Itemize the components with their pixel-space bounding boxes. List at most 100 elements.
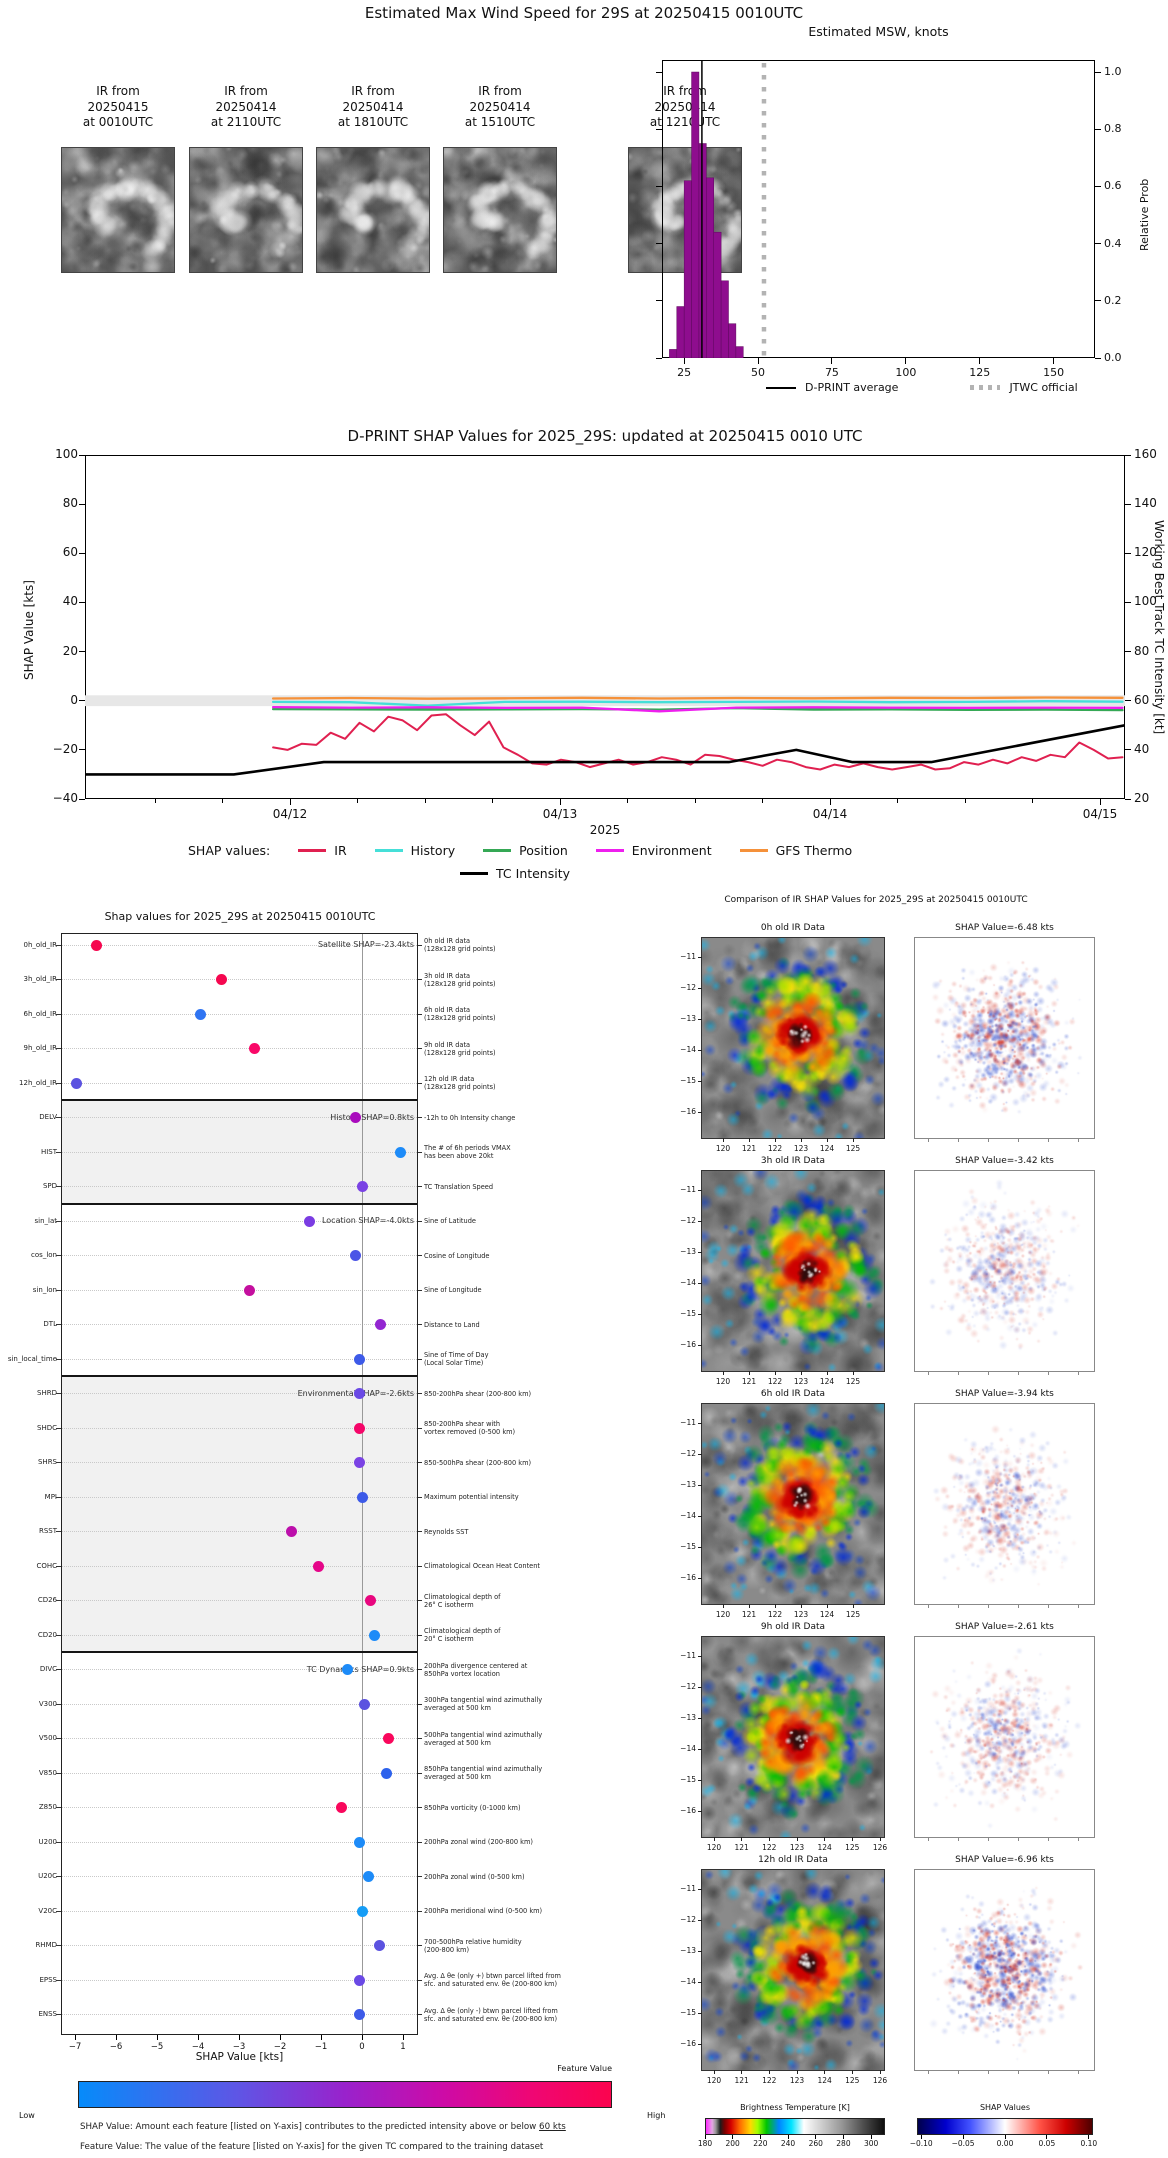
ir-map-lat-tick-label: −13 — [680, 1480, 696, 1489]
ir-map-lon-tick-mark — [852, 1604, 854, 1608]
timeseries-ytick-left-mark — [79, 454, 85, 456]
shap-map-tick-mark — [928, 1138, 929, 1142]
dotplot-xtick-label: 0 — [359, 2042, 365, 2052]
timeseries-ytick-left-label: 0 — [70, 692, 78, 707]
shap-map-tick-mark — [988, 1371, 989, 1375]
timeseries-ytick-left-label: 80 — [62, 496, 78, 511]
comparison-shap-title: SHAP Value=-3.94 kts — [955, 1389, 1054, 1399]
timeseries-xtick-minor — [1032, 799, 1033, 803]
dotplot-annotation: 0h old IR data (128x128 grid points) — [424, 936, 496, 953]
histogram-ytick-mark — [1095, 128, 1101, 130]
dotplot-ytick-mark — [56, 1393, 61, 1394]
shap-map-tick-mark — [1078, 1138, 1079, 1142]
dotplot-xtick-label: −1 — [314, 2042, 328, 2052]
ir-map-lon-tick-mark — [768, 1837, 770, 1841]
ir-map-lon-tick-mark — [851, 1837, 853, 1841]
ir-map-lon-tick-label: 125 — [845, 1377, 861, 1386]
brightness-colorbar-tick-label: 260 — [808, 2139, 823, 2148]
dotplot-annotation: 500hPa tangential wind azimuthally avera… — [424, 1730, 543, 1747]
dotplot-xtick-mark — [74, 2035, 76, 2040]
histogram-ytick-mark — [656, 71, 662, 73]
shap-dotplot-xlabel: SHAP Value [kts] — [195, 2051, 284, 2063]
dotplot-annotation: Sine of Longitude — [424, 1285, 482, 1294]
dotplot-feature-label: V300 — [38, 1699, 57, 1708]
dotplot-gridline — [62, 1186, 417, 1187]
dotplot-annotation-tick — [418, 1703, 422, 1705]
dotplot-xtick-mark — [402, 2035, 404, 2040]
dotplot-ytick-mark — [56, 1738, 61, 1739]
shap-colorbar-tick-mark — [920, 2135, 922, 2139]
shap-value-map — [914, 1636, 1095, 1838]
dotplot-xtick-label: −6 — [109, 2042, 123, 2052]
histogram-xtick-label: 25 — [677, 366, 692, 379]
timeseries-ytick-right-mark — [1125, 454, 1131, 456]
shap-dot — [356, 1181, 368, 1192]
ir-map-lon-tick-mark — [800, 1138, 802, 1142]
timeseries-legend-row1: SHAP values: IR History Position Environmen… — [188, 843, 852, 858]
dotplot-gridline — [62, 1807, 417, 1808]
legend-line-swatch — [739, 849, 768, 852]
series-line — [85, 723, 1125, 776]
dotplot-ytick-mark — [56, 1324, 61, 1325]
timeseries-ytick-left-mark — [79, 749, 85, 751]
histogram-ytick-mark — [656, 300, 662, 302]
comparison-title: Comparison of IR SHAP Values for 2025_29… — [724, 895, 1028, 905]
timeseries-ytick-right-mark — [1125, 601, 1131, 603]
timeseries-legend-item: Position — [483, 843, 568, 858]
dotplot-annotation-tick — [418, 1117, 422, 1118]
legend-line-swatch — [298, 849, 327, 852]
timeseries-legend-item: GFS Thermo — [739, 843, 852, 858]
comparison-shap-title: SHAP Value=-3.42 kts — [955, 1156, 1054, 1166]
dotplot-xtick-mark — [238, 2035, 240, 2040]
brightness-colorbar-tick-mark — [704, 2135, 706, 2139]
ir-map-lat-tick-label: −16 — [680, 1573, 696, 1582]
dotplot-annotation: Cosine of Longitude — [424, 1251, 490, 1260]
ir-map-lat-tick-label: −14 — [680, 1045, 696, 1054]
dotplot-ytick-mark — [56, 1220, 61, 1222]
dotplot-annotation-tick — [418, 1772, 422, 1774]
dotplot-annotation-tick — [418, 1876, 422, 1877]
dotplot-ytick-mark — [56, 1600, 61, 1601]
dotplot-ytick-mark — [56, 944, 61, 946]
ir-data-map — [701, 1869, 885, 2071]
ir-map-lon-tick-mark — [826, 1138, 828, 1142]
timeseries-ylabel-right: Working Best Track TC Intensity [kt] — [1152, 519, 1166, 735]
ir-map-lat-tick-mark — [698, 1251, 702, 1253]
shap-colorbar-tick-mark — [1046, 2135, 1048, 2139]
dotplot-feature-label: SPD — [42, 1182, 57, 1190]
dotplot-annotation-tick — [418, 1048, 422, 1049]
timeseries-ytick-right-label: 80 — [1134, 643, 1150, 658]
histogram-ylabel: Relative Prob — [1138, 178, 1151, 252]
shap-dot — [374, 1940, 386, 1951]
footnote-feature-value: Feature Value: The value of the feature … — [80, 2142, 544, 2152]
ir-map-lat-tick-label: −11 — [680, 952, 696, 961]
feature-value-low-label: Low — [19, 2111, 35, 2120]
dotplot-gridline — [62, 2014, 417, 2015]
dotplot-annotation: 200hPa zonal wind (0-500 km) — [424, 1872, 525, 1881]
dotplot-feature-label: 0h_old_IR — [23, 940, 58, 949]
dotplot-annotation-tick — [418, 1565, 422, 1567]
ir-map-lon-tick-label: 120 — [706, 2076, 722, 2085]
dotplot-annotation-tick — [418, 1151, 422, 1153]
dotplot-annotation: Avg. Δ θe (only +) btwn parcel lifted fr… — [424, 1971, 561, 1988]
dotplot-feature-label: DTL — [43, 1320, 57, 1328]
shap-dot — [285, 1526, 297, 1537]
dotplot-annotation: -12h to 0h Intensity change — [424, 1113, 516, 1122]
dotplot-feature-label: DELV — [39, 1113, 57, 1121]
shap-map-tick-mark — [928, 1604, 929, 1608]
ir-map-lon-tick-label: 123 — [793, 1377, 809, 1386]
dotplot-annotation-tick — [418, 944, 422, 946]
dotplot-feature-label: 9h_old_IR — [23, 1044, 58, 1052]
histogram-ytick-label: 0.8 — [1104, 122, 1122, 136]
histogram-xtick-mark — [979, 358, 981, 364]
brightness-colorbar-tick-label: 180 — [697, 2139, 713, 2148]
dotplot-annotation: 850-500hPa shear (200-800 km) — [424, 1458, 532, 1467]
shap-map-tick-mark — [1018, 1837, 1019, 1841]
histogram-ytick-mark — [656, 185, 662, 187]
shap-map-tick-mark — [958, 2070, 959, 2074]
ir-map-lat-tick-label: −12 — [680, 1216, 696, 1225]
timeseries-ytick-right-mark — [1125, 651, 1131, 653]
dotplot-annotation: TC Translation Speed — [424, 1182, 494, 1191]
shap-dotplot-title: Shap values for 2025_29S at 20250415 001… — [104, 910, 376, 923]
dotplot-section-label: Environmental SHAP=-2.6kts — [297, 1388, 414, 1398]
